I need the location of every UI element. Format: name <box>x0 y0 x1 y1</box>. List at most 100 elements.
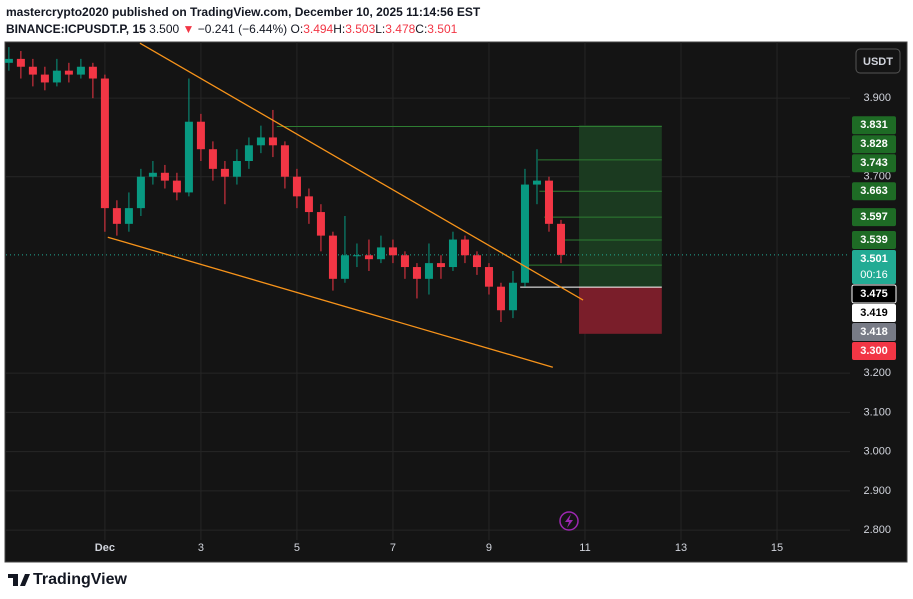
x-tick-label: Dec <box>95 542 115 554</box>
level-label-bg <box>852 208 896 227</box>
chart-bg <box>4 41 908 563</box>
x-tick-label: 11 <box>579 542 590 554</box>
y-tick-label: 2.900 <box>863 485 891 497</box>
candle-body <box>304 196 313 213</box>
candle-body <box>160 172 169 181</box>
candle-body <box>532 180 541 185</box>
level-label-bg <box>852 135 896 154</box>
level-label: 3.418 <box>860 326 888 338</box>
ohlc-key: H: <box>333 22 346 36</box>
candle-body <box>268 137 277 146</box>
candle-body <box>184 121 193 193</box>
author-text: mastercrypto2020 published on TradingVie… <box>6 5 481 19</box>
y-tick-label: 3.900 <box>863 92 891 104</box>
y-tick-label: 2.800 <box>863 524 891 536</box>
candle-body <box>364 255 373 260</box>
y-tick-label: 3.200 <box>863 367 891 379</box>
last-price-label-bg <box>852 249 896 284</box>
candle-body <box>148 172 157 177</box>
candle-body <box>328 235 337 279</box>
candle-body <box>544 180 553 224</box>
candle-body <box>124 208 133 224</box>
candle-body <box>100 78 109 209</box>
candle-body <box>208 149 217 169</box>
candle-body <box>436 263 445 268</box>
level-label-bg <box>852 154 896 173</box>
level-label-bg <box>852 182 896 201</box>
candle-body <box>76 66 85 75</box>
countdown: 00:16 <box>860 269 888 281</box>
candle-body <box>136 176 145 209</box>
candle-body <box>40 74 49 83</box>
y-tick-label: 3.700 <box>863 171 891 183</box>
header: mastercrypto2020 published on TradingVie… <box>6 4 480 38</box>
ohlc-key: C: <box>415 22 428 36</box>
candle-body <box>220 168 229 177</box>
ohlc: O:3.494H:3.503L:3.478C:3.501 <box>291 22 458 36</box>
x-tick-label: 5 <box>294 542 300 554</box>
trendline <box>107 236 554 368</box>
x-tick-label: 13 <box>675 542 687 554</box>
plot: 3.900 3.700 3.200 3.100 3.000 2.900 2.800 Dec 3 5… <box>4 42 897 554</box>
level-label: 3.419 <box>860 307 888 319</box>
level-label-bg <box>852 230 896 249</box>
x-tick-label: 15 <box>771 542 783 554</box>
logo: TradingView <box>33 571 128 588</box>
candle-body <box>520 184 529 283</box>
loss-zone <box>578 287 662 334</box>
last-price-label: 3.501 <box>860 253 888 265</box>
candle-body <box>424 263 433 279</box>
currency: USDT <box>863 56 893 68</box>
candle-body <box>52 70 61 83</box>
level-label-bg <box>852 303 896 322</box>
candle-body <box>112 208 121 224</box>
candle-body <box>496 286 505 311</box>
y-tick-label: 3.100 <box>863 406 891 418</box>
candle-body <box>508 282 517 311</box>
candle-body <box>472 255 481 268</box>
event-bolt <box>565 514 573 528</box>
last: 3.500 <box>149 22 180 36</box>
candle-body <box>256 137 265 146</box>
candle-body <box>412 267 421 279</box>
candle-body <box>388 247 397 256</box>
event-icon[interactable] <box>559 511 579 531</box>
level-label-bg <box>851 284 897 304</box>
y-tick-label: 3.000 <box>863 446 891 458</box>
candle-body <box>196 121 205 150</box>
candle-body <box>28 66 37 75</box>
candle-body <box>88 66 97 79</box>
level-label: 3.743 <box>860 157 888 169</box>
candle-body <box>172 180 181 193</box>
candle-body <box>280 145 289 177</box>
author-line: mastercrypto2020 published on TradingVie… <box>6 4 480 21</box>
ohlc-value: 3.478 <box>385 22 416 36</box>
level-label: 3.539 <box>860 234 888 246</box>
level-label: 3.663 <box>860 185 888 197</box>
x-tick-label: 9 <box>486 542 492 554</box>
candle-body <box>484 267 493 287</box>
ohlc-key: L: <box>375 22 386 36</box>
candle-body <box>340 255 349 279</box>
candle-body <box>448 239 457 268</box>
level-label: 3.475 <box>860 288 888 300</box>
logo-icon <box>8 574 30 586</box>
level-label: 3.300 <box>860 345 888 357</box>
arrow: ▼ <box>182 22 195 36</box>
x-tick-label: 7 <box>390 542 396 554</box>
candle-body <box>316 212 325 236</box>
candle-body <box>400 255 409 268</box>
candle-body <box>244 145 253 162</box>
level-label: 3.831 <box>860 119 888 131</box>
candle-body <box>232 161 241 177</box>
ohlc-value: 3.503 <box>345 22 376 36</box>
profit-zone <box>578 125 662 288</box>
level-label-bg <box>852 322 896 341</box>
candle-body <box>460 239 469 256</box>
candle-body <box>352 255 361 257</box>
ohlc-value: 3.501 <box>427 22 458 36</box>
level-label-bg <box>852 116 896 135</box>
candle-body <box>556 223 565 255</box>
x-tick-label: 3 <box>198 542 204 554</box>
currency-button[interactable] <box>855 48 901 74</box>
